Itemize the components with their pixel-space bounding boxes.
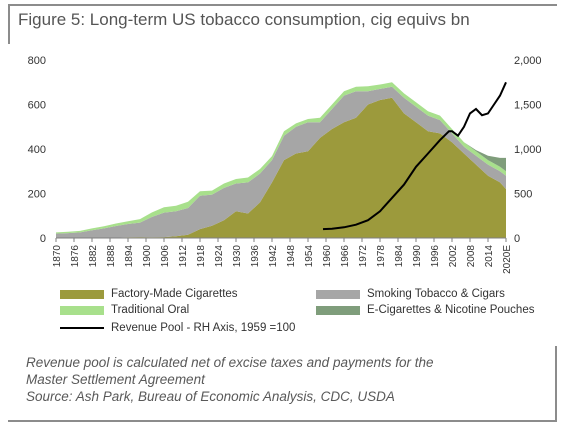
x-tick-label: 1888 — [106, 245, 117, 268]
legend-swatch — [316, 305, 360, 315]
legend-item-smoking-tobacco-cigars: Smoking Tobacco & Cigars — [316, 288, 505, 300]
x-tick-label: 1882 — [88, 245, 99, 268]
title-frame — [8, 4, 557, 44]
y-tick-label: 0 — [40, 233, 46, 245]
y2-tick-label: 500 — [514, 189, 532, 201]
x-tick-label: 1966 — [340, 245, 351, 268]
legend-label: Factory-Made Cigarettes — [111, 288, 238, 300]
x-tick-label: 2002 — [448, 245, 459, 268]
legend-swatch — [60, 289, 104, 299]
note-line-1: Revenue pool is calculated net of excise… — [26, 355, 434, 370]
x-tick-label: 1876 — [70, 245, 81, 268]
x-tick-label: 1912 — [178, 245, 189, 268]
x-tick-label: 1942 — [268, 245, 279, 268]
notes-frame — [8, 346, 557, 422]
note-line-2: Master Settlement Agreement — [26, 372, 205, 387]
x-tick-label: 1906 — [160, 245, 171, 268]
x-tick-label: 2014 — [484, 245, 495, 268]
legend-label: E-Cigarettes & Nicotine Pouches — [367, 304, 535, 316]
legend-label: Smoking Tobacco & Cigars — [367, 288, 505, 300]
y2-tick-label: 1,000 — [514, 144, 542, 156]
left-y-axis: 0 200 400 600 800 — [28, 55, 46, 245]
x-tick-label: 1954 — [304, 245, 315, 268]
legend-swatch — [60, 305, 104, 315]
y-tick-label: 400 — [28, 144, 46, 156]
x-tick-label: 2020E — [502, 245, 513, 274]
x-tick-label: 1936 — [250, 245, 261, 268]
area-factory-made-cigarettes — [56, 97, 506, 238]
x-tick-label: 1900 — [142, 245, 153, 268]
x-tick-label: 1870 — [52, 245, 63, 268]
legend-item-traditional-oral: Traditional Oral — [60, 304, 189, 316]
area-smoking-tobacco-cigars — [56, 86, 506, 238]
x-tick-label: 1972 — [358, 245, 369, 268]
y-tick-label: 800 — [28, 55, 46, 67]
x-tick-label: 1996 — [430, 245, 441, 268]
x-tick-label: 2008 — [466, 245, 477, 268]
y2-tick-label: 2,000 — [514, 55, 542, 67]
right-y-axis: 0 500 1,000 1,500 2,000 — [514, 55, 542, 245]
x-tick-label: 1894 — [124, 245, 135, 268]
legend-swatch — [316, 289, 360, 299]
stacked-areas — [56, 82, 506, 238]
legend-item-e-cigarettes-nicotine-pouches: E-Cigarettes & Nicotine Pouches — [316, 304, 534, 316]
source-line: Source: Ash Park, Bureau of Economic Ana… — [26, 389, 395, 404]
x-tick-label: 1918 — [196, 245, 207, 268]
chart-notes: Revenue pool is calculated net of excise… — [26, 354, 546, 405]
y2-tick-label: 0 — [514, 233, 520, 245]
x-tick-label: 1930 — [232, 245, 243, 268]
y2-tick-label: 1,500 — [514, 100, 542, 112]
revenue-pool-line — [322, 81, 507, 231]
chart-title: Figure 5: Long-term US tobacco consumpti… — [18, 10, 470, 29]
legend-label: Revenue Pool - RH Axis, 1959 =100 — [111, 322, 296, 334]
x-tick-label: 1948 — [286, 245, 297, 268]
legend-item-factory-made-cigarettes: Factory-Made Cigarettes — [60, 288, 238, 300]
x-tick-label: 1978 — [376, 245, 387, 268]
x-axis: 1870 1876 1882 1888 1894 1900 1906 1912 1918 1924… — [52, 237, 513, 274]
y-tick-label: 600 — [28, 100, 46, 112]
x-tick-label: 1990 — [412, 245, 423, 268]
y-tick-label: 200 — [28, 189, 46, 201]
legend-label: Traditional Oral — [111, 304, 190, 316]
legend-item-revenue-pool: Revenue Pool - RH Axis, 1959 =100 — [60, 322, 295, 334]
revenue-line — [322, 81, 507, 231]
x-tick-label: 1960 — [322, 245, 333, 268]
legend-line-swatch — [60, 327, 104, 329]
x-tick-label: 1984 — [394, 245, 405, 268]
x-tick-label: 1924 — [214, 245, 225, 268]
